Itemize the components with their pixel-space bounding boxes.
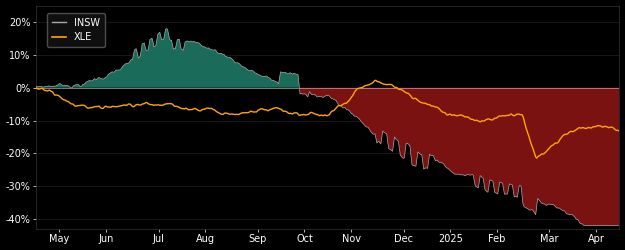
Legend: INSW, XLE: INSW, XLE	[47, 13, 105, 47]
